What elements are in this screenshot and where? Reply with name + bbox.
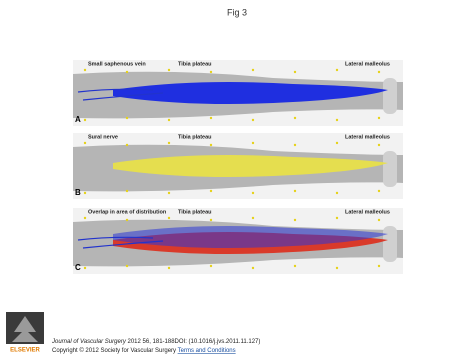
- tibia-label: Tibia plateau: [178, 209, 212, 215]
- foot-image: [383, 78, 397, 114]
- panel-letter: A: [75, 115, 81, 124]
- malleolus-label: Lateral malleolus: [345, 209, 390, 215]
- marker-dot: [335, 141, 339, 145]
- panel: Small saphenous vein Tibia plateau Lateral…: [73, 60, 403, 126]
- marker-dot: [125, 143, 129, 147]
- panel-letter: C: [75, 263, 81, 272]
- marker-dot: [293, 116, 297, 120]
- marker-dot: [125, 218, 129, 222]
- journal-name: Journal of Vascular Surgery: [51, 339, 127, 345]
- marker-dot: [251, 118, 255, 122]
- marker-dot: [83, 141, 87, 145]
- malleolus-label: Lateral malleolus: [345, 134, 390, 140]
- panel: Sural nerve Tibia plateau Lateral malleolu…: [73, 133, 403, 199]
- marker-dot: [335, 191, 339, 195]
- marker-dot: [83, 266, 87, 270]
- distribution-area: [113, 82, 388, 104]
- marker-dot: [377, 218, 381, 222]
- vein-branch: [77, 236, 164, 249]
- marker-dot: [251, 191, 255, 195]
- marker-dot: [167, 216, 171, 220]
- distribution-area: [113, 226, 388, 248]
- panel-letter: B: [75, 188, 81, 197]
- marker-dot: [377, 264, 381, 268]
- vein-branch: [77, 88, 164, 101]
- marker-dot: [209, 264, 213, 268]
- marker-dot: [167, 141, 171, 145]
- marker-dot: [335, 266, 339, 270]
- publisher-logo: ELSEVIER: [6, 312, 44, 354]
- marker-dot: [251, 141, 255, 145]
- marker-dot: [377, 70, 381, 74]
- marker-dot: [251, 68, 255, 72]
- marker-dot: [293, 264, 297, 268]
- terms-link[interactable]: Terms and Conditions: [178, 348, 236, 354]
- marker-dot: [293, 70, 297, 74]
- panel-label: Small saphenous vein: [88, 61, 146, 67]
- distribution-area: [113, 155, 388, 177]
- copyright-line: Copyright © 2012 Society for Vascular Su…: [52, 347, 236, 354]
- marker-dot: [125, 70, 129, 74]
- citation: Journal of Vascular Surgery 2012 56, 181…: [51, 339, 260, 345]
- marker-dot: [335, 68, 339, 72]
- copyright: Copyright © 2012 Society for Vascular Su…: [52, 347, 176, 354]
- marker-dot: [83, 216, 87, 220]
- marker-dot: [167, 118, 171, 122]
- marker-dot: [83, 118, 87, 122]
- marker-dot: [293, 143, 297, 147]
- marker-dot: [209, 70, 213, 74]
- marker-dot: [377, 116, 381, 120]
- figure: Small saphenous vein Tibia plateau Lateral…: [73, 60, 403, 274]
- marker-dot: [83, 68, 87, 72]
- marker-dot: [335, 118, 339, 122]
- marker-dot: [209, 218, 213, 222]
- marker-dot: [167, 68, 171, 72]
- marker-dot: [167, 266, 171, 270]
- marker-dot: [251, 266, 255, 270]
- marker-dot: [167, 191, 171, 195]
- marker-dot: [209, 116, 213, 120]
- panel-label: Overlap in area of distribution: [88, 209, 167, 215]
- panel-label: Sural nerve: [88, 134, 118, 140]
- foot-image: [383, 226, 397, 262]
- marker-dot: [125, 189, 129, 193]
- marker-dot: [209, 143, 213, 147]
- malleolus-label: Lateral malleolus: [345, 61, 390, 67]
- logo-tree: [12, 316, 38, 342]
- marker-dot: [251, 216, 255, 220]
- marker-dot: [209, 189, 213, 193]
- panel: Overlap in area of distribution Tibia pla…: [73, 208, 403, 274]
- publisher-name: ELSEVIER: [10, 348, 40, 354]
- tibia-label: Tibia plateau: [178, 134, 212, 140]
- marker-dot: [293, 218, 297, 222]
- marker-dot: [83, 191, 87, 195]
- marker-dot: [377, 189, 381, 193]
- figure-title: Fig 3: [227, 7, 247, 17]
- marker-dot: [335, 216, 339, 220]
- marker-dot: [125, 116, 129, 120]
- foot-image: [383, 151, 397, 187]
- marker-dot: [125, 264, 129, 268]
- tibia-label: Tibia plateau: [178, 61, 212, 67]
- citation-details: 2012 56, 181-188DOI: (10.1016/j.jvs.2011…: [128, 339, 261, 345]
- marker-dot: [293, 189, 297, 193]
- marker-dot: [377, 143, 381, 147]
